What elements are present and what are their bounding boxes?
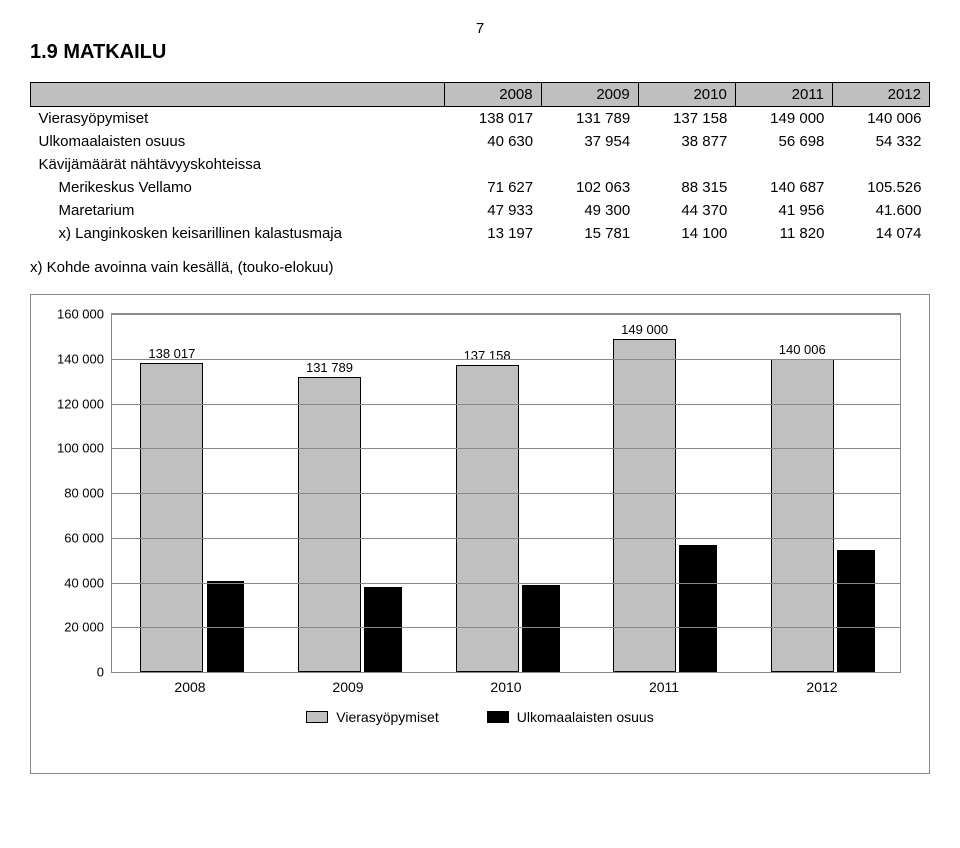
col-header: 2010 [638, 83, 735, 107]
cell-value: 14 100 [638, 222, 735, 245]
table-row: Vierasyöpymiset138 017131 789137 158149 … [31, 107, 930, 131]
cell-value: 49 300 [541, 199, 638, 222]
cell-value: 15 781 [541, 222, 638, 245]
table-row: Maretarium47 93349 30044 37041 95641.600 [31, 199, 930, 222]
cell-value: 41 956 [735, 199, 832, 222]
col-header: 2011 [735, 83, 832, 107]
cell-value: 149 000 [735, 107, 832, 131]
x-tick-label: 2011 [585, 673, 743, 695]
legend-item: Ulkomaalaisten osuus [487, 709, 654, 725]
x-axis-labels: 20082009201020112012 [111, 673, 901, 695]
x-tick-label: 2012 [743, 673, 901, 695]
bar-value-label: 140 006 [772, 342, 833, 357]
gridline [112, 314, 900, 315]
legend-swatch [306, 711, 328, 723]
y-tick-label: 20 000 [64, 620, 112, 635]
gridline [112, 493, 900, 494]
cell-value: 137 158 [638, 107, 735, 131]
legend-label: Vierasyöpymiset [336, 709, 438, 725]
x-tick-label: 2008 [111, 673, 269, 695]
cell-value: 102 063 [541, 176, 638, 199]
y-tick-label: 80 000 [64, 486, 112, 501]
cell-value [638, 153, 735, 176]
secondary-bar [522, 585, 560, 672]
cell-value: 13 197 [444, 222, 541, 245]
primary-bar: 140 006 [771, 359, 834, 672]
table-row: Merikeskus Vellamo71 627102 06388 315140… [31, 176, 930, 199]
legend-item: Vierasyöpymiset [306, 709, 438, 725]
primary-bar: 138 017 [140, 363, 203, 672]
cell-value: 38 877 [638, 130, 735, 153]
gridline [112, 359, 900, 360]
cell-value: 140 006 [832, 107, 929, 131]
table-row: x) Langinkosken keisarillinen kalastusma… [31, 222, 930, 245]
col-header: 2012 [832, 83, 929, 107]
row-label: Ulkomaalaisten osuus [31, 130, 445, 153]
bar-value-label: 137 158 [457, 348, 518, 363]
secondary-bar [364, 587, 402, 672]
y-tick-label: 100 000 [57, 441, 112, 456]
gridline [112, 583, 900, 584]
x-tick-label: 2010 [427, 673, 585, 695]
legend-swatch [487, 711, 509, 723]
cell-value [541, 153, 638, 176]
y-tick-label: 140 000 [57, 351, 112, 366]
gridline [112, 448, 900, 449]
y-tick-label: 0 [97, 665, 112, 680]
footnote: x) Kohde avoinna vain kesällä, (touko-el… [30, 259, 930, 276]
cell-value: 41.600 [832, 199, 929, 222]
cell-value: 14 074 [832, 222, 929, 245]
chart-legend: Vierasyöpymiset Ulkomaalaisten osuus [49, 709, 911, 725]
cell-value [735, 153, 832, 176]
cell-value: 88 315 [638, 176, 735, 199]
x-tick-label: 2009 [269, 673, 427, 695]
cell-value: 54 332 [832, 130, 929, 153]
cell-value [444, 153, 541, 176]
cell-value: 138 017 [444, 107, 541, 131]
gridline [112, 627, 900, 628]
cell-value: 131 789 [541, 107, 638, 131]
bar-chart: 138 017 131 789 137 158 149 000 140 006 0 20 … [30, 294, 930, 774]
row-label: Vierasyöpymiset [31, 107, 445, 131]
col-header [31, 83, 445, 107]
cell-value: 140 687 [735, 176, 832, 199]
y-tick-label: 60 000 [64, 530, 112, 545]
cell-value: 71 627 [444, 176, 541, 199]
cell-value [832, 153, 929, 176]
col-header: 2008 [444, 83, 541, 107]
table-row: Kävijämäärät nähtävyyskohteissa [31, 153, 930, 176]
table-header-row: 2008 2009 2010 2011 2012 [31, 83, 930, 107]
cell-value: 37 954 [541, 130, 638, 153]
cell-value: 11 820 [735, 222, 832, 245]
row-label: Merikeskus Vellamo [31, 176, 445, 199]
row-label: x) Langinkosken keisarillinen kalastusma… [31, 222, 445, 245]
cell-value: 47 933 [444, 199, 541, 222]
y-tick-label: 160 000 [57, 307, 112, 322]
cell-value: 56 698 [735, 130, 832, 153]
y-tick-label: 120 000 [57, 396, 112, 411]
page-number: 7 [30, 20, 930, 37]
bar-value-label: 131 789 [299, 360, 360, 375]
bar-value-label: 149 000 [614, 322, 675, 337]
cell-value: 44 370 [638, 199, 735, 222]
table-row: Ulkomaalaisten osuus40 63037 95438 87756… [31, 130, 930, 153]
row-label: Kävijämäärät nähtävyyskohteissa [31, 153, 445, 176]
col-header: 2009 [541, 83, 638, 107]
gridline [112, 404, 900, 405]
gridline [112, 538, 900, 539]
cell-value: 40 630 [444, 130, 541, 153]
row-label: Maretarium [31, 199, 445, 222]
data-table: 2008 2009 2010 2011 2012 Vierasyöpymiset… [30, 82, 930, 245]
primary-bar: 149 000 [613, 339, 676, 672]
legend-label: Ulkomaalaisten osuus [517, 709, 654, 725]
cell-value: 105.526 [832, 176, 929, 199]
secondary-bar [679, 545, 717, 672]
y-tick-label: 40 000 [64, 575, 112, 590]
secondary-bar [837, 550, 875, 672]
page-title: 1.9 MATKAILU [30, 41, 930, 64]
primary-bar: 137 158 [456, 365, 519, 672]
plot-area: 138 017131 789137 158149 000140 006 020 … [111, 313, 901, 673]
